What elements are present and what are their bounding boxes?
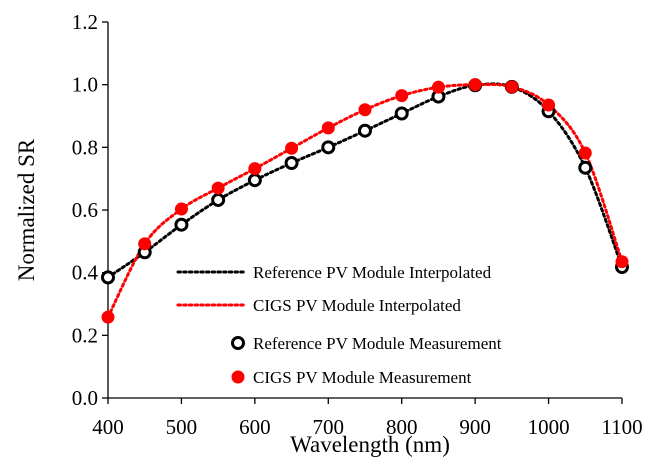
y-tick-label: 0.6 xyxy=(72,198,98,222)
reference-measurement-point xyxy=(101,270,115,285)
cigs-measurement-point xyxy=(174,202,188,216)
legend: Reference PV Module Interpolated CIGS PV… xyxy=(176,263,502,387)
cigs-measurement-point xyxy=(321,121,335,135)
cigs-measurement-point xyxy=(211,181,225,195)
x-tick-label: 400 xyxy=(92,415,124,439)
cigs-interpolated-line xyxy=(106,82,624,319)
y-tick-label: 0.8 xyxy=(72,135,98,159)
cigs-measurement-point xyxy=(542,98,556,112)
cigs-measurement-point xyxy=(615,255,629,269)
x-tick-label: 1100 xyxy=(601,415,642,439)
legend-label-cigs-measurement: CIGS PV Module Measurement xyxy=(253,368,472,387)
legend-label-reference-interpolated: Reference PV Module Interpolated xyxy=(253,263,492,282)
cigs-measurement-point xyxy=(358,103,372,117)
y-tick-label: 0.4 xyxy=(72,261,99,285)
y-tick-label: 0.0 xyxy=(72,386,98,410)
cigs-measurement-point xyxy=(101,310,115,324)
reference-measurement-point xyxy=(174,217,189,232)
legend-entry-reference-measurement: Reference PV Module Measurement xyxy=(231,334,502,353)
cigs-measurement-point xyxy=(248,162,262,176)
x-tick-label: 900 xyxy=(459,415,491,439)
legend-swatch-cigs-measurement xyxy=(231,370,245,384)
x-tick-label: 800 xyxy=(386,415,418,439)
y-tick-label: 0.2 xyxy=(72,323,98,347)
y-tick-label: 1.0 xyxy=(72,73,98,97)
reference-measurement-point xyxy=(358,123,372,138)
cigs-measurement-point xyxy=(138,237,152,251)
legend-entry-reference-interpolated: Reference PV Module Interpolated xyxy=(176,263,492,282)
reference-measurement-point xyxy=(321,140,336,155)
cigs-measurement-point xyxy=(431,80,445,94)
y-axis-title: Normalized SR xyxy=(14,138,39,281)
x-tick-label: 500 xyxy=(166,415,198,439)
x-tick-label: 1000 xyxy=(528,415,570,439)
series-layer xyxy=(101,78,629,324)
y-tick-label: 1.2 xyxy=(72,10,98,34)
cigs-measurement-point xyxy=(505,80,519,94)
y-axis-ticks: 0.0 0.2 0.4 0.6 0.8 1.0 1.2 xyxy=(72,10,108,410)
legend-entry-cigs-measurement: CIGS PV Module Measurement xyxy=(231,368,472,387)
legend-label-cigs-interpolated: CIGS PV Module Interpolated xyxy=(253,296,461,315)
cigs-measurement-point xyxy=(578,146,592,160)
reference-measurement-point xyxy=(247,173,262,188)
x-tick-label: 600 xyxy=(239,415,271,439)
legend-label-reference-measurement: Reference PV Module Measurement xyxy=(253,334,502,353)
cigs-measurement-point xyxy=(285,141,299,155)
reference-measurement-point xyxy=(394,106,409,121)
reference-measurement-point xyxy=(211,192,226,207)
legend-entry-cigs-interpolated: CIGS PV Module Interpolated xyxy=(176,296,461,315)
cigs-measurement-point xyxy=(468,78,482,92)
reference-measurement-point xyxy=(578,160,593,175)
x-axis-title: Wavelength (nm) xyxy=(290,432,450,457)
x-axis-ticks: 400 500 600 700 800 900 1000 1100 xyxy=(92,398,643,439)
cigs-measurement-point xyxy=(395,89,409,103)
legend-swatch-reference-measurement xyxy=(231,336,245,350)
x-tick-label: 700 xyxy=(313,415,345,439)
reference-measurement-point xyxy=(284,156,299,170)
